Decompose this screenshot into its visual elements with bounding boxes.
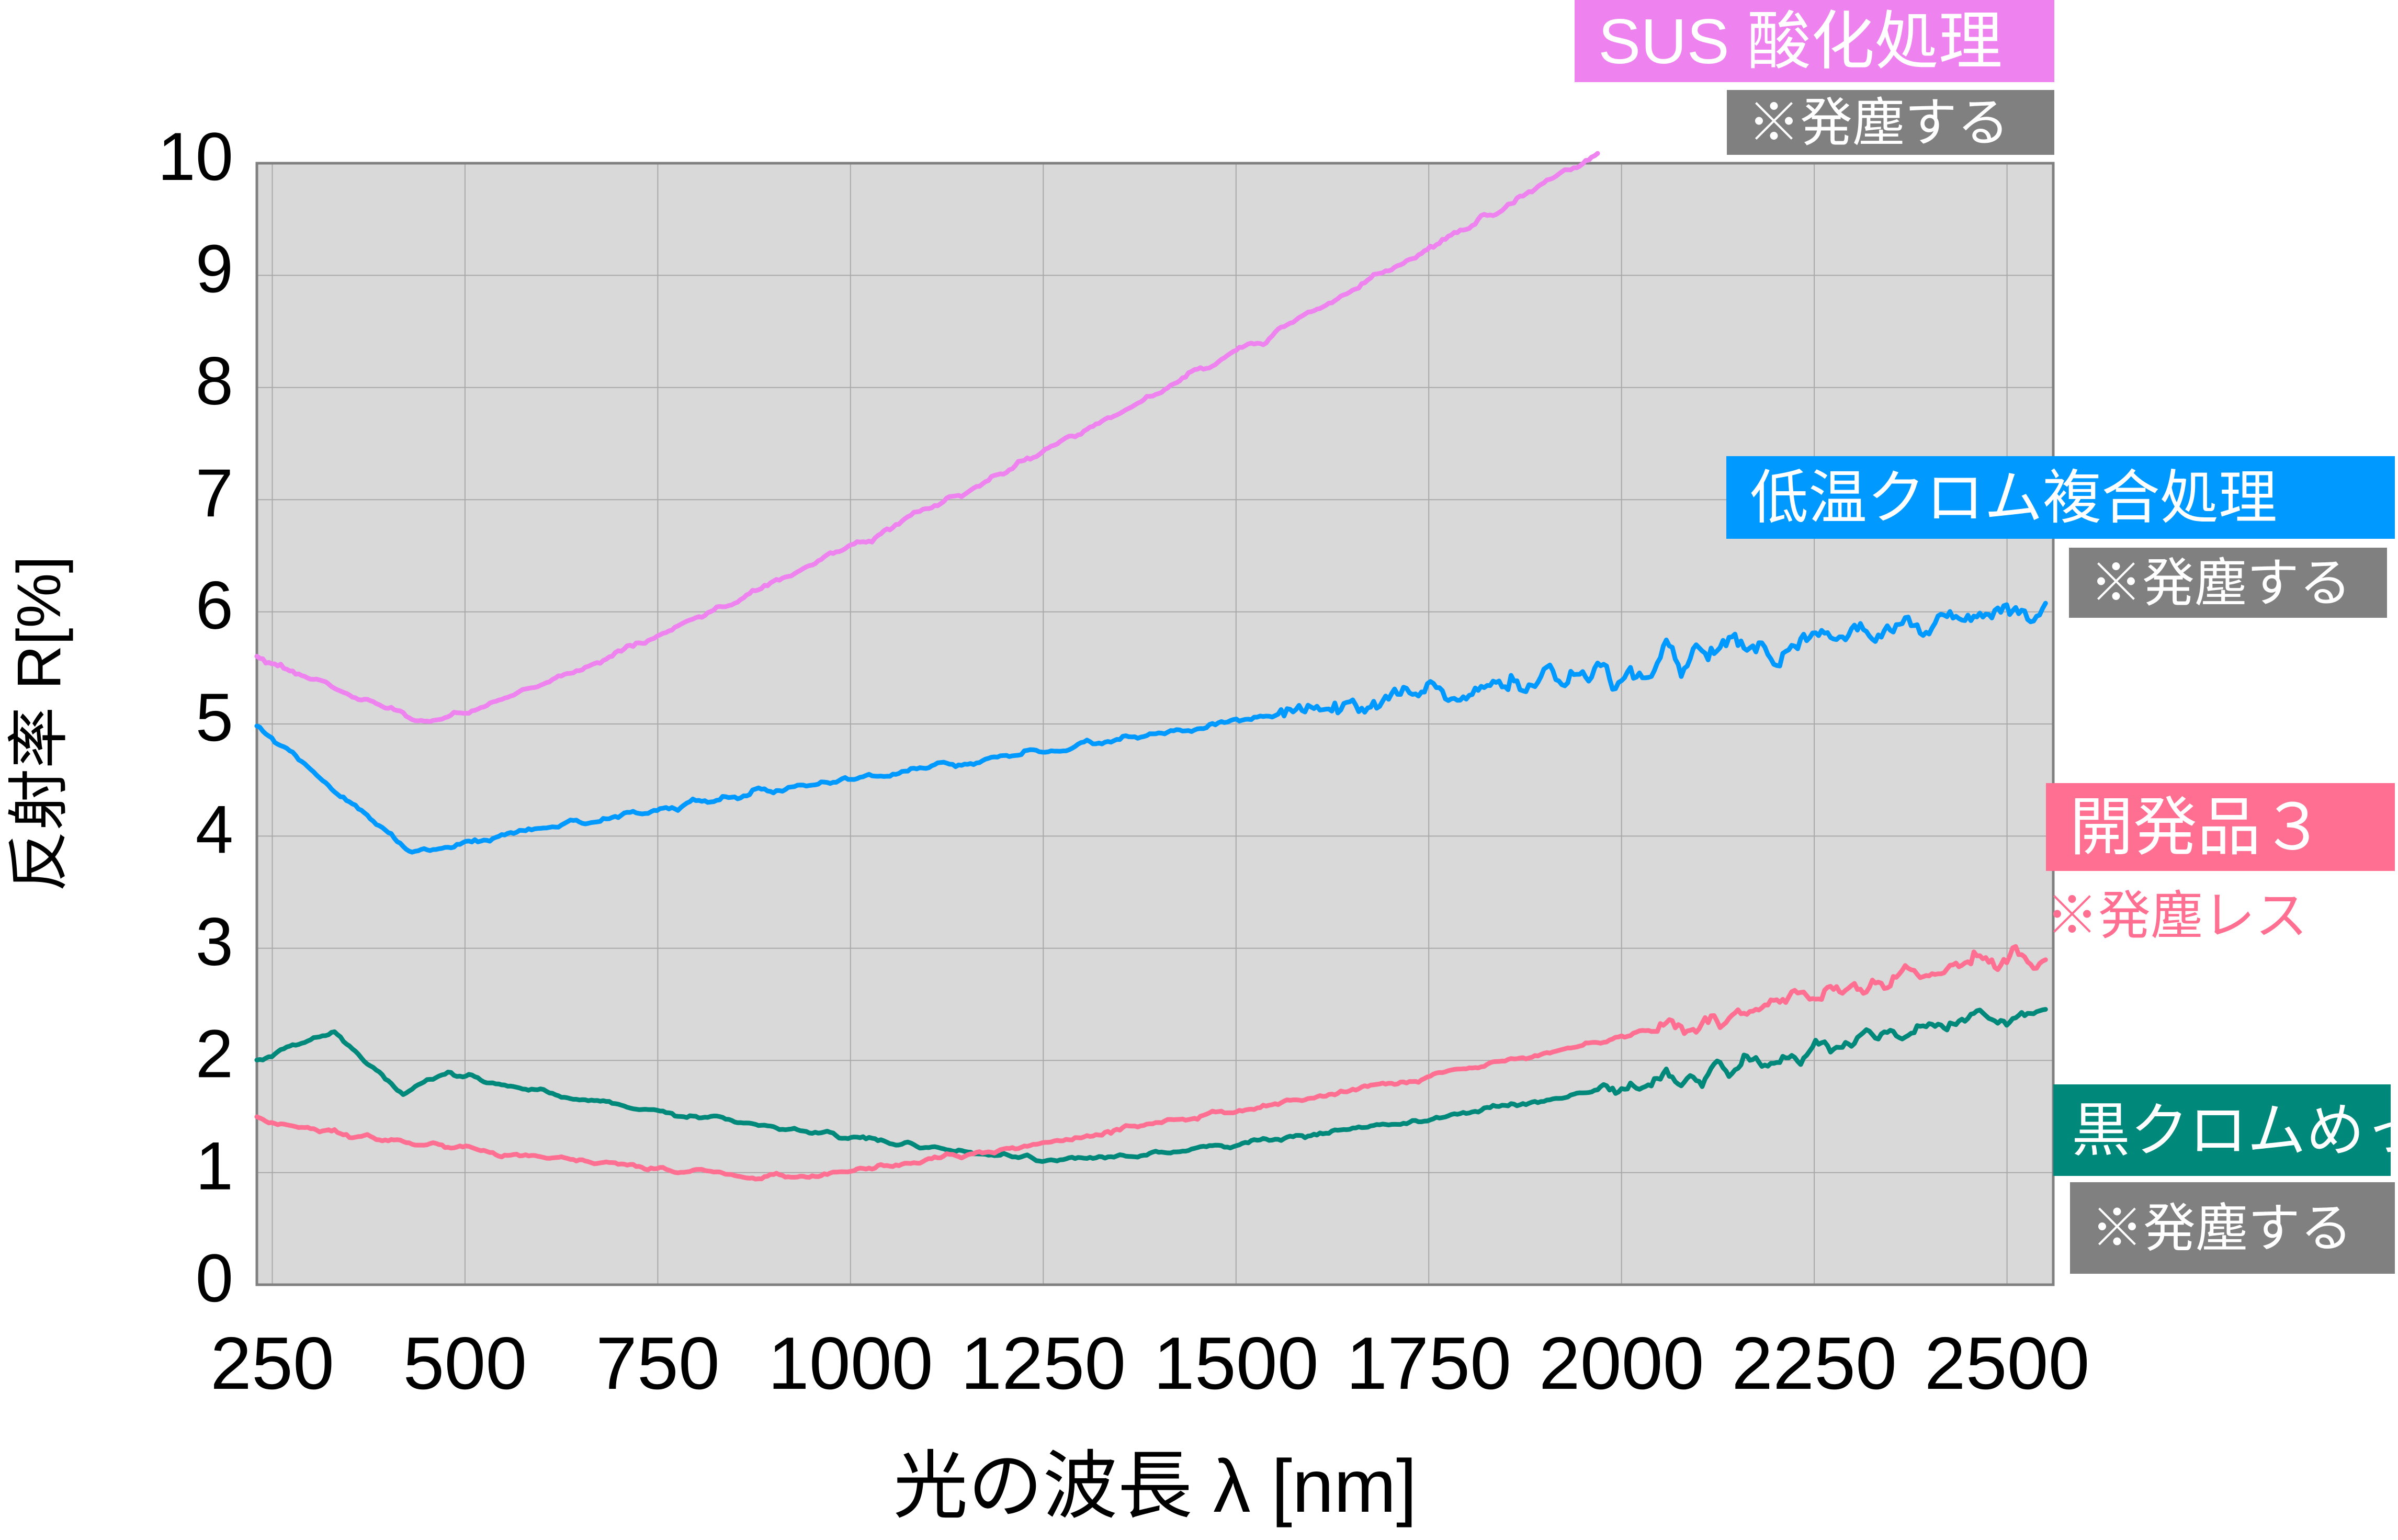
svg-text:250: 250: [210, 1322, 334, 1405]
svg-text:※発塵する: ※発塵する: [2090, 554, 2351, 613]
svg-text:低温クロム複合処理: 低温クロム複合処理: [1750, 465, 2277, 530]
svg-text:開発品３: 開発品３: [2069, 792, 2325, 863]
svg-text:8: 8: [196, 343, 233, 419]
svg-text:反射率 R[%]: 反射率 R[%]: [5, 556, 74, 892]
svg-text:750: 750: [596, 1322, 720, 1405]
svg-text:2500: 2500: [1925, 1322, 2090, 1405]
svg-text:2: 2: [196, 1015, 233, 1092]
svg-text:※発塵する: ※発塵する: [1748, 94, 2009, 152]
svg-text:9: 9: [196, 230, 233, 307]
svg-text:黒クロムめっき: 黒クロムめっき: [2072, 1098, 2398, 1163]
svg-text:10: 10: [157, 118, 233, 195]
svg-text:※発塵する: ※発塵する: [2091, 1199, 2352, 1258]
svg-text:0: 0: [196, 1240, 233, 1316]
svg-text:500: 500: [403, 1322, 527, 1405]
svg-text:7: 7: [196, 455, 233, 531]
svg-text:6: 6: [196, 567, 233, 643]
svg-text:3: 3: [196, 903, 233, 980]
svg-text:※発塵レス: ※発塵レス: [2046, 887, 2307, 945]
svg-text:2250: 2250: [1732, 1322, 1897, 1405]
svg-text:1500: 1500: [1153, 1322, 1319, 1405]
svg-text:SUS 酸化処理: SUS 酸化処理: [1598, 6, 2003, 77]
svg-text:1000: 1000: [768, 1322, 933, 1405]
svg-text:1250: 1250: [960, 1322, 1126, 1405]
svg-text:1: 1: [196, 1128, 233, 1204]
svg-text:光の波長 λ [nm]: 光の波長 λ [nm]: [893, 1445, 1417, 1528]
svg-text:1750: 1750: [1346, 1322, 1511, 1405]
svg-text:5: 5: [196, 679, 233, 755]
svg-text:2000: 2000: [1539, 1322, 1704, 1405]
svg-text:4: 4: [196, 791, 233, 867]
